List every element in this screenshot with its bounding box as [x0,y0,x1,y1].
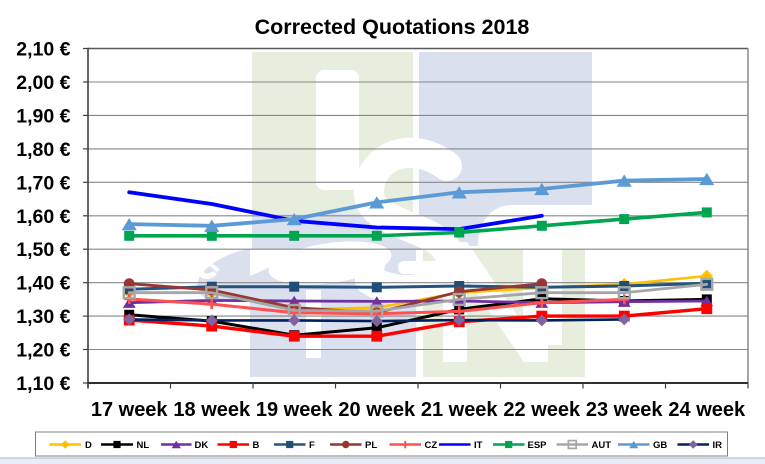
svg-text:20 week: 20 week [338,399,416,421]
svg-text:2,10 €: 2,10 € [16,39,70,61]
svg-text:2,00 €: 2,00 € [16,72,70,94]
svg-text:1,70 €: 1,70 € [16,172,70,194]
svg-text:23 week: 23 week [586,399,664,421]
svg-text:CZ: CZ [425,440,438,451]
svg-text:1,50 €: 1,50 € [16,239,70,261]
svg-text:ESP: ESP [528,440,548,451]
svg-text:1,90 €: 1,90 € [16,105,70,127]
svg-text:22 week: 22 week [503,399,581,421]
svg-text:NL: NL [137,440,150,451]
svg-text:18 week: 18 week [173,399,251,421]
svg-text:D: D [85,440,92,451]
svg-text:1,40 €: 1,40 € [16,273,70,295]
svg-text:AUT: AUT [592,440,612,451]
svg-text:IT: IT [474,440,483,451]
svg-text:GB: GB [653,440,667,451]
svg-text:19 week: 19 week [256,399,334,421]
svg-text:F: F [309,440,315,451]
svg-text:IR: IR [713,440,723,451]
svg-text:17 week: 17 week [91,399,169,421]
svg-text:1,30 €: 1,30 € [16,306,70,328]
svg-text:24 week: 24 week [668,399,746,421]
svg-text:B: B [253,440,260,451]
svg-text:21 week: 21 week [421,399,499,421]
svg-text:PL: PL [365,440,377,451]
svg-text:1,80 €: 1,80 € [16,139,70,161]
svg-text:Corrected Quotations 2018: Corrected Quotations 2018 [255,15,530,39]
svg-text:1,60 €: 1,60 € [16,206,70,228]
svg-text:1,10 €: 1,10 € [16,373,70,395]
svg-text:1,20 €: 1,20 € [16,340,70,362]
svg-text:DK: DK [195,440,209,451]
